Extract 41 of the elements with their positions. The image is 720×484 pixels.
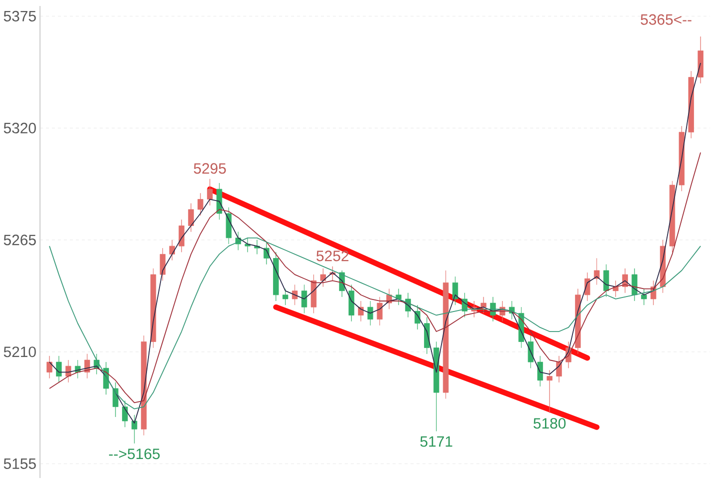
candlestick [122, 400, 128, 428]
annotation: 5365<-- [640, 14, 692, 25]
candlestick [348, 284, 354, 322]
candlestick [140, 335, 147, 436]
candlestick [188, 203, 194, 232]
y-tick-label: 5320 [4, 122, 36, 134]
annotation: -->5165 [109, 448, 160, 460]
y-tick-label: 5265 [4, 234, 36, 246]
annotation: 5252 [316, 250, 348, 262]
candlestick [207, 178, 213, 206]
candlestick [160, 248, 166, 281]
candlestick [226, 207, 232, 244]
candlestick [698, 36, 704, 84]
candlestick [56, 356, 62, 383]
candlestick [150, 268, 156, 348]
candlestick [178, 219, 184, 252]
candlestick [669, 180, 676, 252]
candlestick [301, 284, 308, 314]
candlestick [688, 70, 694, 138]
candlestick [282, 288, 288, 306]
candlestick [442, 270, 449, 399]
y-tick-label: 5375 [4, 10, 36, 22]
candlestick [376, 296, 383, 326]
annotation: 5171 [420, 436, 452, 447]
candlestick [132, 414, 138, 444]
candlestick [641, 288, 647, 306]
candlestick [546, 370, 552, 414]
candlestick [452, 276, 458, 306]
candlestick [367, 300, 374, 326]
candlestick [537, 356, 543, 387]
annotation: 5295 [194, 163, 226, 174]
candlestick [65, 360, 72, 383]
candlestick [310, 274, 317, 314]
candlestick [603, 264, 610, 298]
candlestick [46, 356, 52, 379]
candlestick [433, 341, 440, 432]
annotation: 5180 [534, 418, 566, 429]
y-tick-label: 5155 [4, 458, 36, 469]
candlestick [198, 192, 204, 216]
candlestick [273, 252, 279, 302]
y-tick-label: 5210 [4, 346, 36, 358]
